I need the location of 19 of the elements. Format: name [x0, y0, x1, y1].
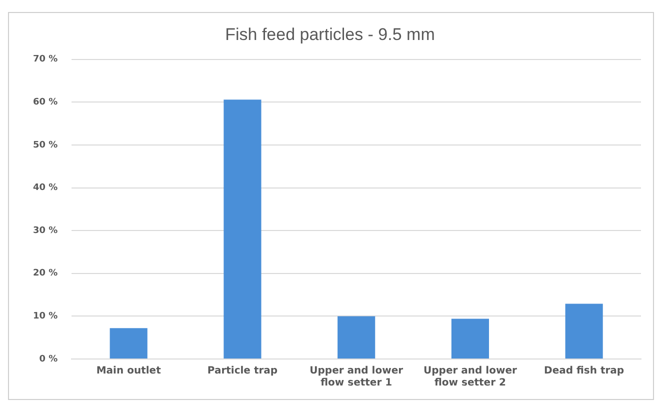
y-tick-label: 70 %: [32, 54, 58, 65]
chart-title: Fish feed particles - 9.5 mm: [225, 24, 435, 44]
x-tick-label: Upper and lower flow setter 2: [424, 366, 517, 389]
bar: [565, 304, 603, 358]
bar: [224, 100, 262, 358]
bar: [451, 318, 489, 358]
y-tick-label: 0 %: [39, 354, 58, 364]
y-tick-label: 50 %: [32, 140, 58, 150]
y-tick-label: 60 %: [32, 98, 58, 108]
bar: [110, 328, 148, 358]
x-tick-label: Particle trap: [207, 366, 278, 377]
x-tick-label: Upper and lower flow setter 1: [310, 366, 404, 389]
x-tick-label: Main outlet: [96, 366, 162, 377]
y-tick-label: 10 %: [32, 312, 58, 322]
y-tick-label: 30 %: [32, 226, 58, 236]
y-tick-label: 40 %: [32, 183, 58, 194]
bar: [338, 316, 376, 358]
x-tick-label: Dead fish trap: [544, 366, 624, 377]
y-tick-label: 20 %: [32, 268, 58, 279]
